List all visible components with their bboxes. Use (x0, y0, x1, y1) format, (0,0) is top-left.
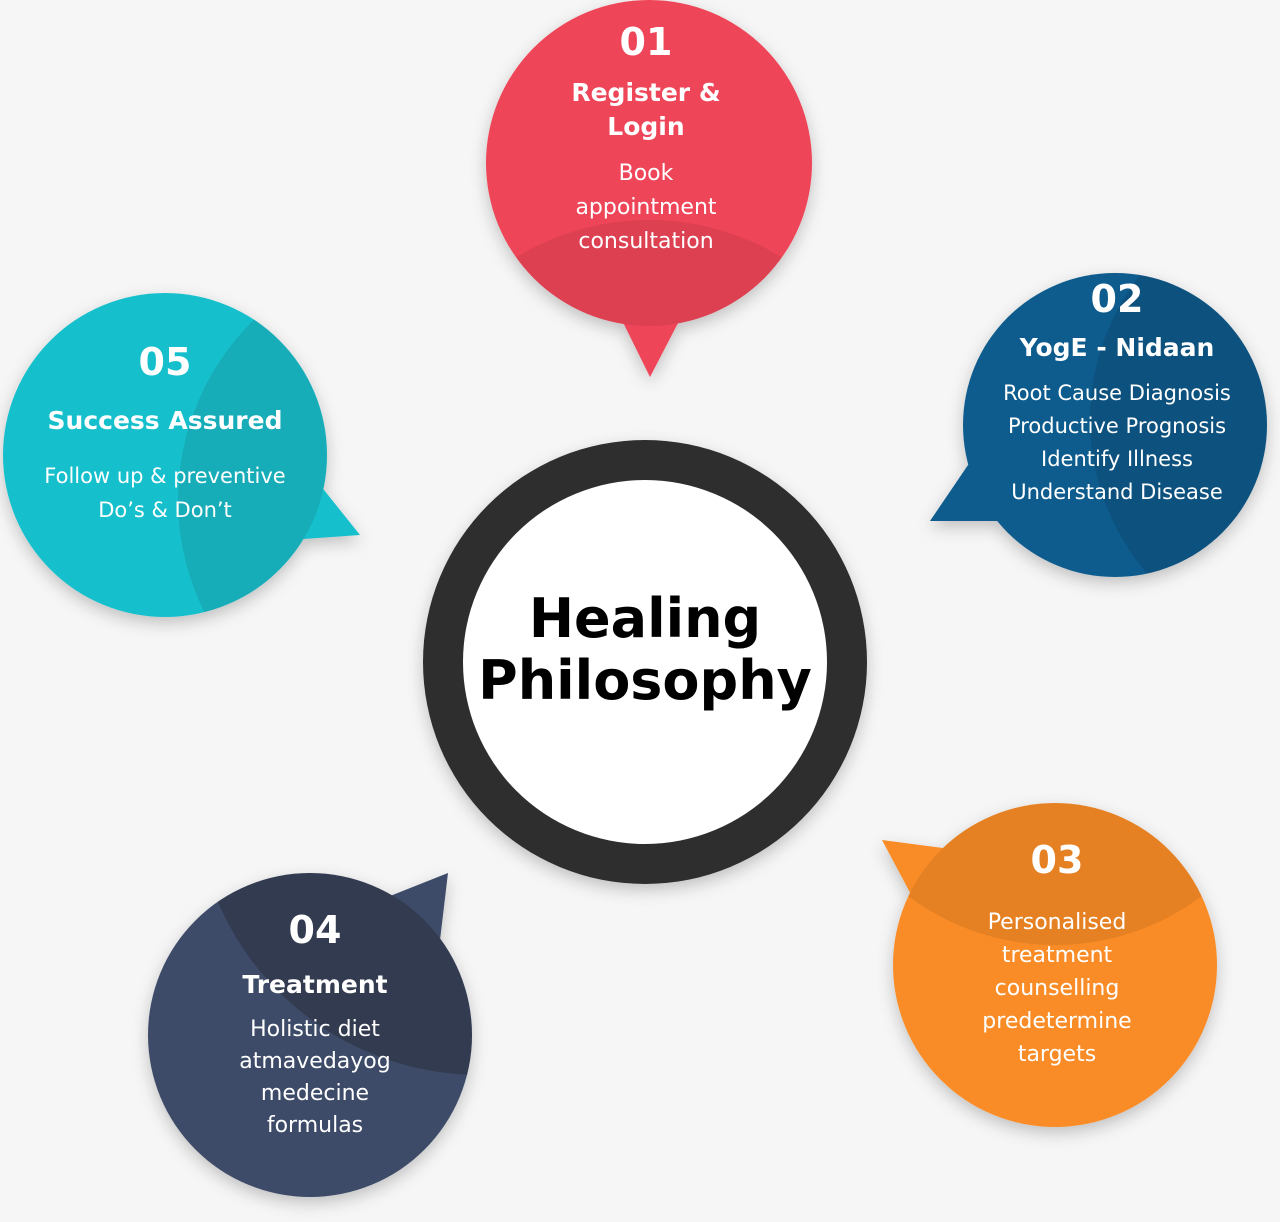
center-title-line-1: Healing (528, 587, 762, 650)
step-02-description-line: Understand Disease (1011, 480, 1223, 504)
step-01-description-line: appointment (575, 195, 717, 220)
step-01-title-line: Register & (571, 78, 721, 107)
step-02-description: Root Cause Diagnosis Productive Prognosi… (1003, 377, 1231, 509)
step-04-description-line: Holistic diet (250, 1017, 380, 1042)
step-03-text: 03 Personalised treatment counselling pr… (982, 838, 1131, 1071)
center-title: Healing Philosophy (478, 588, 812, 712)
step-02-title-line: YogE - Nidaan (1019, 333, 1215, 362)
step-04-description-line: atmavedayog (239, 1049, 391, 1074)
step-01-description-line: Book (618, 161, 674, 186)
step-03-number: 03 (1030, 838, 1084, 882)
step-02-description-line: Root Cause Diagnosis (1003, 381, 1231, 405)
step-01-text: 01 Register & Login Book appointment con… (571, 20, 720, 259)
center-hub-face (463, 480, 827, 844)
step-05-title: Success Assured (44, 404, 285, 438)
center-title-line-2: Philosophy (478, 649, 812, 712)
step-05-description-line: Do’s & Don’t (98, 498, 232, 522)
step-04-description-line: medecine (260, 1081, 370, 1106)
step-04-title-line: Treatment (242, 970, 388, 999)
step-01-description: Book appointment consultation (571, 157, 720, 259)
step-05-number: 05 (138, 340, 192, 384)
center-hub (423, 440, 867, 884)
step-04-bubble (148, 873, 472, 1197)
step-01-description-line: consultation (578, 229, 714, 254)
step-03-description-line: Personalised (987, 910, 1127, 935)
step-02-description-line: Productive Prognosis (1007, 414, 1227, 438)
step-05-bubble (3, 293, 360, 617)
step-04-text: 04 Treatment Holistic diet atmavedayog m… (239, 908, 390, 1142)
step-02-text: 02 YogE - Nidaan Root Cause Diagnosis Pr… (1003, 277, 1231, 509)
step-02-number: 02 (1090, 277, 1144, 321)
step-04-description: Holistic diet atmavedayog medecine formu… (239, 1014, 390, 1142)
step-04-title: Treatment (239, 968, 390, 1002)
step-02-description-line: Identify Illness (1041, 447, 1193, 471)
step-01-title-line: Login (607, 112, 685, 141)
step-04-pointer (380, 873, 448, 940)
step-05-description: Follow up & preventive Do’s & Don’t (44, 459, 285, 527)
step-04-description-line: formulas (266, 1113, 364, 1138)
step-05-text: 05 Success Assured Follow up & preventiv… (44, 340, 285, 527)
step-05-description-line: Follow up & preventive (44, 464, 286, 488)
step-01-title: Register & Login (571, 76, 720, 144)
step-04-number: 04 (288, 908, 342, 952)
step-03-description-line: predetermine (982, 1009, 1132, 1034)
step-03-description-line: targets (1017, 1042, 1097, 1067)
step-02-title: YogE - Nidaan (1003, 331, 1231, 365)
step-03-description-line: counselling (994, 976, 1120, 1001)
step-03-description: Personalised treatment counselling prede… (982, 906, 1131, 1071)
step-05-title-line: Success Assured (47, 406, 283, 435)
step-01-number: 01 (619, 20, 673, 64)
step-01-bubble (486, 0, 812, 377)
step-03-description-line: treatment (1001, 943, 1113, 968)
